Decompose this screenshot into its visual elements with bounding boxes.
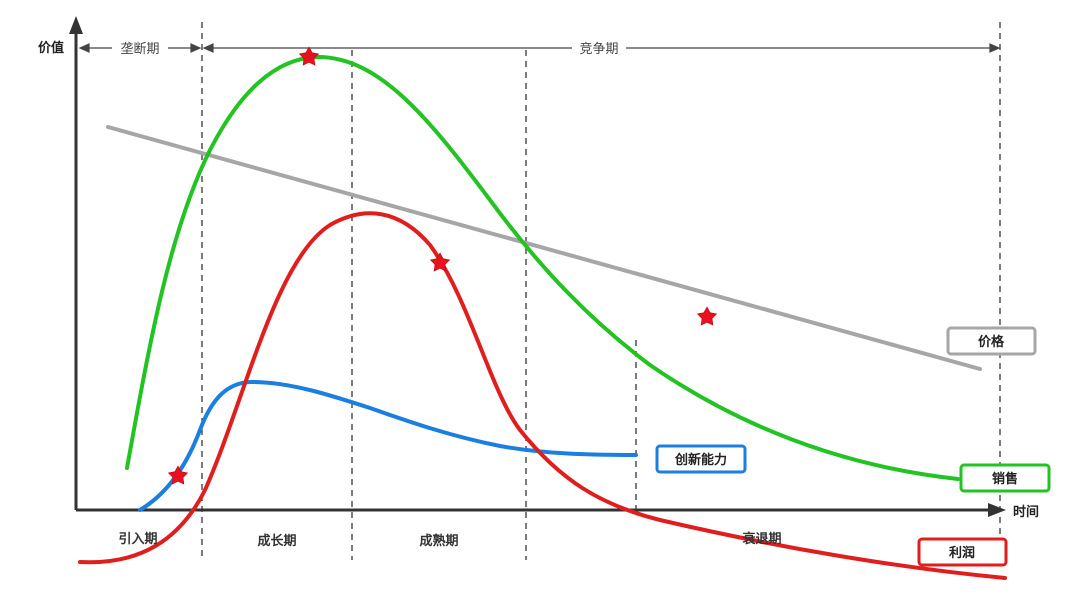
monopoly-arrow-right <box>190 43 202 53</box>
innovation-curve <box>138 379 638 512</box>
legend-innovation-label: 创新能力 <box>674 452 727 468</box>
sales-curve <box>125 54 960 481</box>
y-axis-arrow-icon <box>69 16 83 34</box>
legend-profit-label: 利润 <box>949 545 975 561</box>
phase-dividers <box>201 22 1001 560</box>
price-line <box>106 125 982 371</box>
legend-price-box <box>946 326 1037 356</box>
star-icon <box>696 306 718 326</box>
competition-arrow-right <box>989 43 1001 53</box>
legend-sales-box <box>959 463 1051 493</box>
competition-period-label: 竞争期 <box>579 41 618 57</box>
legend-price: 价格 <box>946 326 1037 356</box>
phase-label-decline: 衰退期 <box>741 531 781 547</box>
y-axis-label: 价值 <box>38 40 64 56</box>
star-icon <box>167 465 189 485</box>
phase-label-growth: 成长期 <box>257 533 296 549</box>
phase-label-introduction: 引入期 <box>118 532 157 547</box>
phase-label-maturity: 成熟期 <box>419 533 458 549</box>
star-icon <box>298 46 320 66</box>
legend-sales-label: 销售 <box>992 471 1018 487</box>
legend-innovation-box <box>655 444 747 474</box>
stars <box>167 46 718 485</box>
x-axis-label: 时间 <box>1013 504 1039 520</box>
monopoly-arrow-left <box>78 43 90 53</box>
competition-arrow-left <box>202 43 214 53</box>
monopoly-period-label: 垄断期 <box>120 42 159 57</box>
legend-price-label: 价格 <box>978 334 1005 350</box>
axes <box>69 16 1006 517</box>
legend-profit-box <box>917 537 1008 567</box>
legend-profit: 利润 <box>917 537 1008 567</box>
period-arrows <box>78 43 1001 53</box>
x-axis-arrow-icon <box>988 503 1006 517</box>
legend-sales: 销售 <box>959 463 1051 493</box>
star-icon <box>429 252 451 272</box>
legend-innovation: 创新能力 <box>655 444 747 474</box>
